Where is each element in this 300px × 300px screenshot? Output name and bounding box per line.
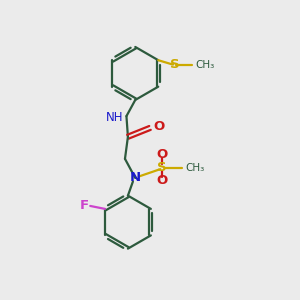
Text: O: O	[156, 148, 167, 161]
Text: CH₃: CH₃	[195, 60, 214, 70]
Text: F: F	[80, 199, 89, 212]
Text: S: S	[157, 161, 166, 174]
Text: N: N	[130, 172, 141, 184]
Text: CH₃: CH₃	[185, 163, 205, 173]
Text: S: S	[169, 58, 179, 71]
Text: NH: NH	[105, 111, 123, 124]
Text: O: O	[154, 120, 165, 133]
Text: O: O	[156, 174, 167, 188]
